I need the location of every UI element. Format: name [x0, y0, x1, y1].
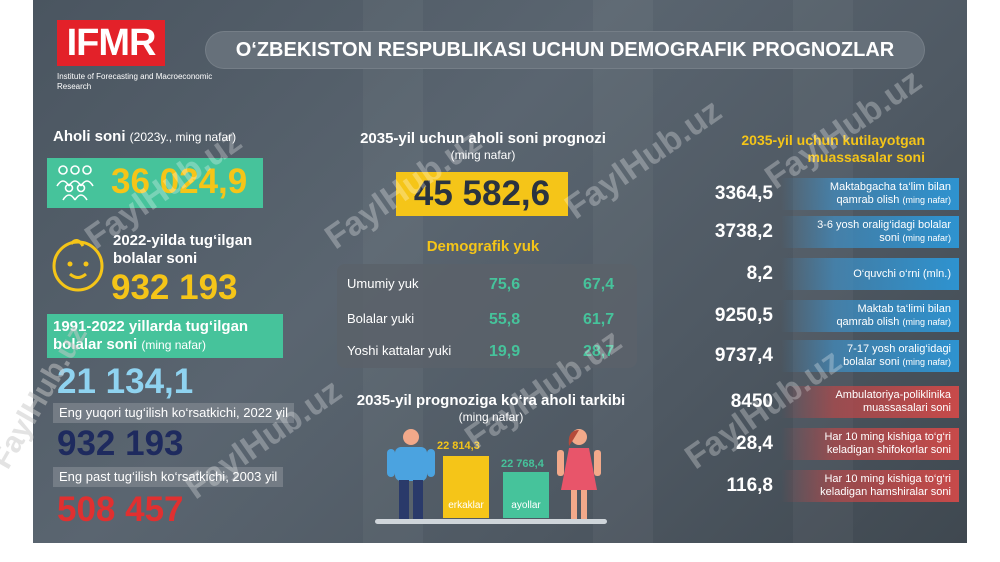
ifmr-logo: IFMR: [57, 20, 165, 66]
structure-title: 2035-yil prognoziga ko‘ra aholi tarkibi: [356, 392, 626, 409]
watermark: FaylHub.uz: [178, 371, 349, 507]
born-range-box: [47, 314, 283, 358]
women-value: 22 768,4: [501, 458, 544, 470]
people-group-icon: [53, 162, 97, 207]
ground-line: [375, 519, 607, 524]
men-label: erkaklar: [448, 500, 484, 511]
logo-subtitle: Institute of Forecasting and Macroeconom…: [57, 72, 213, 91]
institution-row: 9250,5 Maktab ta‘limi bilan qamrab olish …: [673, 298, 961, 334]
forecast-box: [396, 172, 568, 216]
woman-figure-icon: [555, 428, 603, 527]
baby-face-icon: [49, 236, 107, 297]
forecast-value: 45 582,6: [413, 174, 551, 213]
born-range-value: 21 134,1: [57, 362, 194, 401]
institution-row: 3364,5 Maktabgacha ta‘lim bilan qamrab ol…: [673, 176, 961, 212]
yuk-row: Yoshi kattalar yuki 19,9 28,7: [347, 343, 615, 360]
yuk-table: [337, 264, 637, 368]
min-birth-label: Eng past tug‘ilish ko‘rsatkichi, 2003 yi…: [53, 467, 284, 487]
yuk-row: Bolalar yuki 55,8 61,7: [347, 311, 615, 328]
institution-row: 8450 Ambulatoriya-poliklinika muassasalar…: [673, 384, 961, 420]
born-2022-label: 2022-yilda tug‘ilgan bolalar soni: [113, 232, 253, 267]
born-2022-value: 932 193: [111, 268, 238, 307]
structure-unit: (ming nafar): [458, 410, 524, 424]
forecast-label: 2035-yil uchun aholi soni prognozi: [360, 130, 606, 147]
women-bar: [503, 472, 549, 518]
forecast-unit: (ming nafar): [450, 148, 516, 162]
men-value: 22 814,3: [437, 440, 480, 452]
man-figure-icon: [385, 428, 437, 527]
max-birth-label: Eng yuqori tug‘ilish ko‘rsatkichi, 2022 …: [53, 403, 295, 423]
yuk-row: Umumiy yuk 75,6 67,4: [347, 276, 615, 293]
page-title: O‘ZBEKISTON RESPUBLIKASI UCHUN DEMOGRAFI…: [205, 31, 925, 69]
institution-row: 9737,4 7-17 yosh oralig‘idagi bolalar son…: [673, 338, 961, 374]
min-birth-value: 508 457: [57, 490, 184, 529]
institution-row: 8,2 O‘quvchi o‘rni (mln.): [673, 256, 961, 292]
men-bar: [443, 456, 489, 518]
institutions-title: 2035-yil uchun kutilayotgan muassasalar …: [741, 132, 925, 165]
women-label: ayollar: [511, 500, 541, 511]
yuk-title: Demografik yuk: [426, 238, 540, 255]
institution-row: 28,4 Har 10 ming kishiga to‘g‘ri keladiga…: [673, 426, 961, 462]
population-label: Aholi soni (2023y., ming nafar): [53, 128, 237, 145]
infographic-panel: IFMR Institute of Forecasting and Macroe…: [33, 0, 967, 543]
population-value: 36 024,9: [111, 162, 248, 201]
institution-row: 3738,2 3-6 yosh oralig‘idagi bolalar soni…: [673, 214, 961, 250]
born-range-label: 1991-2022 yillarda tug‘ilgan bolalar son…: [53, 318, 249, 353]
institution-row: 116,8 Har 10 ming kishiga to‘g‘ri keladig…: [673, 468, 961, 504]
max-birth-value: 932 193: [57, 424, 184, 463]
